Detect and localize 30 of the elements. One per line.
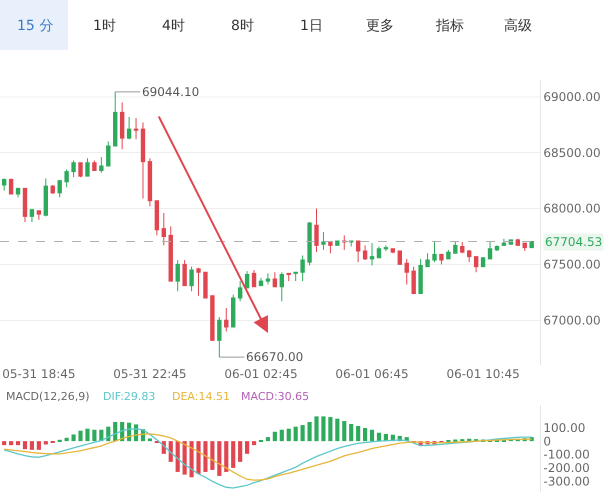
text: 4时 — [162, 18, 185, 34]
text: DIF:29.83 — [103, 390, 156, 403]
text: 高级 — [504, 18, 532, 34]
text: 1日 — [300, 18, 323, 34]
y-tick-label: 0 — [543, 434, 552, 448]
x-tick-label: 06-01 06:45 — [335, 367, 409, 381]
chart-title: MACD(12,26,9) — [6, 390, 90, 403]
y-tick-label: -100.00 — [543, 448, 590, 462]
y-tick-label: -200.00 — [543, 461, 590, 476]
text: 指标 — [435, 18, 464, 34]
y-tick-label: 68000.00 — [543, 202, 601, 216]
text: DEA:14.51 — [172, 390, 230, 403]
y-tick-label: 100.00 — [543, 420, 586, 435]
x-tick-label: 05-31 22:45 — [113, 367, 187, 381]
text: 更多 — [366, 18, 394, 34]
x-tick-label: 05-31 18:45 — [2, 367, 76, 381]
annotation: 66670.00 — [246, 350, 304, 364]
text: 15 分 — [17, 18, 54, 34]
y-tick-label: 67000.00 — [543, 313, 601, 328]
text: 1时 — [93, 18, 116, 34]
series-label: MACD:30.65 — [241, 390, 310, 403]
x-tick-label: 06-01 10:45 — [446, 367, 520, 381]
x-tick-label: 06-01 02:45 — [224, 367, 298, 381]
text: 8时 — [231, 18, 254, 34]
y-tick-label: 69000.00 — [543, 90, 601, 104]
ref-line-label: 67704.53 — [545, 235, 602, 249]
y-tick-label: -300.00 — [543, 474, 590, 488]
y-tick-label: 68500.00 — [543, 146, 601, 160]
y-tick-label: 67500.00 — [543, 258, 601, 272]
annotation: 69044.10 — [142, 85, 200, 99]
